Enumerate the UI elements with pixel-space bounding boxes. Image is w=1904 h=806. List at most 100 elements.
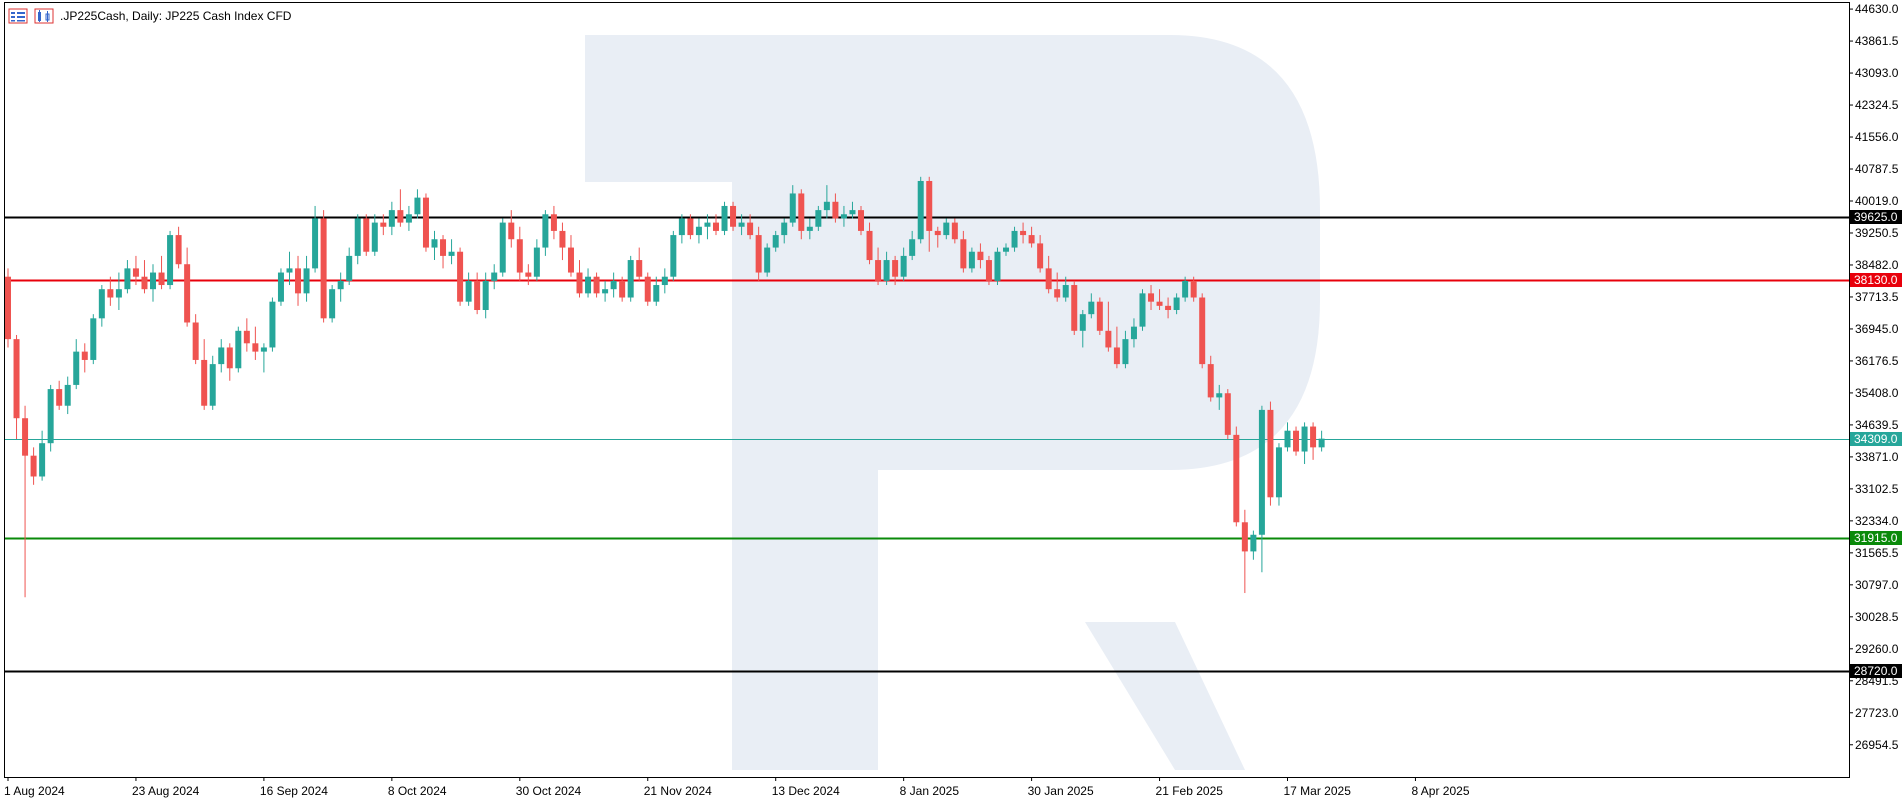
candle-body	[422, 197, 429, 248]
y-tick-label: 31565.5	[1855, 546, 1899, 560]
candle-body	[184, 264, 191, 323]
candle-body	[1105, 330, 1112, 348]
x-tick-label: 30 Oct 2024	[516, 784, 582, 798]
candle-body	[167, 235, 174, 286]
candle-body	[1028, 235, 1035, 244]
candle-body	[440, 239, 447, 256]
candle-body	[1079, 314, 1086, 331]
candle-body	[900, 255, 907, 277]
list-icon[interactable]	[8, 8, 28, 24]
candle-body	[303, 268, 310, 294]
candle-body	[474, 280, 481, 311]
candle-body	[1250, 534, 1257, 552]
candle-body	[90, 318, 97, 360]
candle-body	[602, 289, 609, 294]
y-tick-label: 30797.0	[1855, 578, 1899, 592]
candle-body	[1096, 301, 1103, 331]
candle-body	[243, 330, 250, 344]
candle-body	[789, 193, 796, 223]
candle-body	[81, 351, 88, 360]
candle-body	[22, 418, 29, 456]
candle-body	[687, 218, 694, 236]
candle-body	[397, 210, 404, 223]
candle-body	[235, 330, 242, 369]
candle-body	[576, 272, 583, 294]
candle-body	[405, 214, 412, 223]
x-tick-label: 1 Aug 2024	[4, 784, 65, 798]
candle-body	[858, 210, 864, 231]
candle-body	[610, 280, 617, 290]
plot-frame	[4, 2, 1850, 778]
candle-body	[457, 251, 464, 302]
candle-body	[1062, 285, 1069, 298]
candle-body	[516, 239, 523, 273]
candle-body	[875, 260, 882, 281]
candle-body	[653, 285, 660, 302]
candle-body	[226, 347, 233, 369]
candle-body	[1258, 409, 1265, 535]
candle-body	[482, 280, 489, 311]
candle-body	[977, 251, 984, 261]
candle-body	[107, 289, 114, 298]
candle-body	[849, 210, 856, 215]
y-tick-label: 33102.5	[1855, 482, 1899, 496]
candle-body	[832, 201, 839, 219]
candle-body	[39, 443, 46, 477]
candle-body	[1148, 293, 1155, 302]
candle-body	[1037, 243, 1044, 269]
candle-body	[636, 260, 643, 277]
candle-body	[1173, 297, 1180, 311]
candle-body	[1216, 393, 1223, 398]
candle-body	[329, 289, 336, 319]
candle-body	[1130, 326, 1137, 340]
candle-body	[380, 222, 387, 227]
y-tick-label: 36176.5	[1855, 354, 1899, 368]
candle-body	[755, 235, 762, 273]
x-tick-label: 8 Apr 2025	[1411, 784, 1469, 798]
candle-body	[5, 276, 11, 340]
candle-body	[678, 218, 685, 236]
candle-body	[994, 251, 1001, 281]
chart-props-icon[interactable]	[34, 8, 54, 24]
candle-body	[781, 222, 788, 236]
candle-body	[917, 180, 924, 240]
y-tick-label: 30028.5	[1855, 610, 1899, 624]
y-tick-label: 36945.0	[1855, 322, 1899, 336]
y-tick-label: 27723.0	[1855, 706, 1899, 720]
candle-body	[619, 280, 626, 298]
candle-body	[866, 230, 873, 261]
candle-body	[840, 214, 847, 219]
candle-body	[806, 226, 813, 231]
candle-body	[823, 201, 830, 211]
candle-body	[1224, 393, 1231, 435]
candle-body	[312, 218, 319, 269]
candle-body	[1233, 434, 1240, 523]
candle-body	[1207, 364, 1214, 398]
candle-body	[508, 222, 515, 240]
x-tick-label: 13 Dec 2024	[772, 784, 840, 798]
candle-body	[158, 272, 165, 286]
candle-body	[30, 455, 37, 477]
candle-body	[363, 218, 370, 252]
y-tick-label: 26954.5	[1855, 738, 1899, 752]
candle-body	[64, 384, 71, 406]
y-tick-label: 43861.5	[1855, 34, 1899, 48]
level-price-badge	[1850, 531, 1902, 545]
level-price-badge	[1850, 664, 1902, 678]
x-tick-label: 23 Aug 2024	[132, 784, 200, 798]
candle-body	[465, 280, 472, 302]
candle-body	[1122, 339, 1129, 365]
candle-body	[499, 222, 506, 273]
candle-body	[1190, 280, 1197, 298]
candle-body	[175, 235, 182, 265]
candle-body	[730, 205, 737, 227]
y-tick-label: 35408.0	[1855, 386, 1899, 400]
candle-body	[1182, 280, 1189, 298]
candle-body	[115, 289, 122, 298]
y-tick-label: 37713.5	[1855, 290, 1899, 304]
candle-body	[1113, 347, 1120, 365]
candle-body	[388, 210, 395, 227]
candle-body	[815, 210, 822, 227]
